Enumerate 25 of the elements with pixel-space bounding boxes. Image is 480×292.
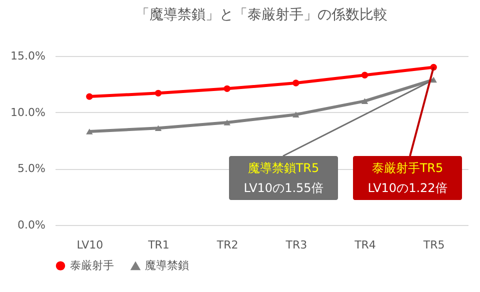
point	[86, 93, 93, 100]
chart-title: 「魔導禁鎖」と「泰厳射手」の係数比較	[136, 7, 388, 23]
point	[224, 120, 230, 126]
x-tick-label: LV10	[76, 238, 104, 252]
annotation: 魔導禁鎖TR5 LV10の1.55倍	[244, 161, 324, 195]
y-tick-label: 0.0%	[18, 218, 46, 232]
x-tick-label: TR1	[147, 238, 170, 252]
point	[361, 98, 368, 104]
y-tick-label: 10.0%	[10, 106, 46, 119]
point	[154, 90, 162, 97]
point	[292, 112, 300, 118]
point	[224, 85, 230, 92]
point	[86, 128, 93, 134]
point	[154, 125, 162, 132]
point	[361, 72, 368, 78]
y-tick-label: 5.0%	[18, 162, 46, 176]
legend-label: 泰厳射手	[70, 258, 114, 272]
legend-label: 魔導禁鎖	[145, 259, 189, 272]
y-tick-label: 15.0%	[10, 50, 46, 62]
x-tick-label: TR5	[422, 238, 445, 252]
x-tick-label: TR2	[216, 238, 238, 252]
x-tick-label: TR3	[284, 238, 308, 252]
annotation: 泰厳射手TR5 LV10の1.22倍	[368, 161, 448, 195]
point	[292, 80, 300, 86]
x-tick-label: TR4	[354, 238, 376, 252]
